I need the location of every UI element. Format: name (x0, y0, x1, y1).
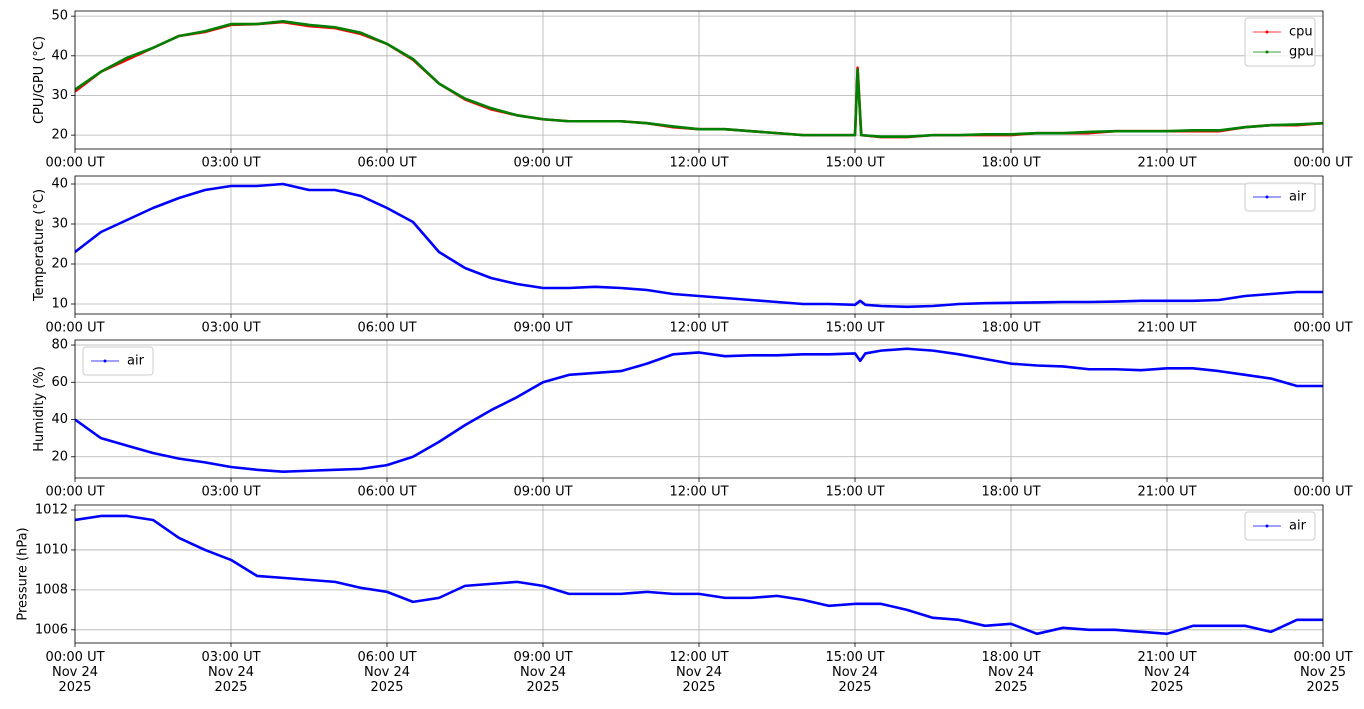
legend-label: gpu (1289, 45, 1314, 60)
x-tick-label: 03:00 UT (201, 321, 260, 336)
y-tick-label: 50 (51, 9, 68, 24)
x-tick-label: 21:00 UT Nov 24 2025 (1137, 650, 1196, 695)
x-tick-label: 06:00 UT (357, 485, 416, 500)
x-tick-label: 18:00 UT (981, 321, 1040, 336)
x-tick-label: 06:00 UT Nov 24 2025 (357, 650, 416, 695)
legend-marker (1265, 50, 1269, 54)
legend: air (1244, 182, 1316, 212)
legend-marker (1265, 195, 1269, 199)
y-tick-label: 60 (51, 375, 68, 390)
x-tick-label: 09:00 UT (513, 156, 572, 171)
x-tick-label: 09:00 UT (513, 321, 572, 336)
y-tick-label: 30 (51, 217, 68, 232)
axes-frame (74, 175, 1324, 315)
x-tick-label: 12:00 UT (669, 485, 728, 500)
x-tick-label: 03:00 UT (201, 485, 260, 500)
x-tick-label: 03:00 UT (201, 156, 260, 171)
x-tick-label: 15:00 UT Nov 24 2025 (825, 650, 884, 695)
series-line (75, 347, 1323, 473)
subplot: 00:00 UT 03:00 UT 06:00 UT 09:00 UT 12:00 UT… (32, 175, 1353, 336)
series-line (75, 20, 1323, 139)
series-line (75, 182, 1323, 309)
x-tick-label: 15:00 UT (825, 321, 884, 336)
x-tick-label: 21:00 UT (1137, 485, 1196, 500)
legend-marker (1265, 524, 1269, 528)
series-line (75, 514, 1323, 636)
x-tick-label: 03:00 UT Nov 24 2025 (201, 650, 260, 695)
x-tick-label: 00:00 UT (1293, 485, 1352, 500)
x-tick-label: 15:00 UT (825, 485, 884, 500)
x-tick-label: 09:00 UT (513, 485, 572, 500)
x-tick-label: 00:00 UT Nov 24 2025 (45, 650, 104, 695)
legend-label: air (1289, 519, 1307, 534)
x-tick-label: 00:00 UT (45, 321, 104, 336)
x-tick-label: 12:00 UT Nov 24 2025 (669, 650, 728, 695)
y-axis-label: Humidity (%) (32, 366, 47, 452)
y-tick-label: 1006 (35, 622, 68, 637)
x-tick-label: 12:00 UT (669, 321, 728, 336)
x-tick-label: 00:00 UT (1293, 321, 1352, 336)
legend-marker (1265, 30, 1269, 34)
y-axis-label: Temperature (°C) (32, 189, 47, 302)
legend-box (1244, 17, 1316, 67)
axes-frame (74, 10, 1324, 150)
legend: cpu gpu (1244, 17, 1316, 67)
y-tick-label: 20 (51, 449, 68, 464)
y-tick-label: 1008 (35, 582, 68, 597)
x-tick-label: 15:00 UT (825, 156, 884, 171)
y-tick-label: 10 (51, 297, 68, 312)
legend-label: cpu (1289, 25, 1313, 40)
x-tick-label: 06:00 UT (357, 321, 416, 336)
axes-frame (74, 339, 1324, 479)
x-tick-label: 00:00 UT (45, 156, 104, 171)
x-tick-label: 21:00 UT (1137, 321, 1196, 336)
y-axis-label: Pressure (hPa) (15, 527, 30, 620)
legend-label: air (127, 354, 145, 369)
y-tick-label: 1012 (35, 502, 68, 517)
y-tick-label: 80 (51, 338, 68, 353)
x-tick-label: 18:00 UT Nov 24 2025 (981, 650, 1040, 695)
y-axis-label: CPU/GPU (°C) (32, 36, 47, 124)
legend-label: air (1289, 190, 1307, 205)
y-tick-label: 30 (51, 88, 68, 103)
x-tick-label: 00:00 UT (1293, 156, 1352, 171)
axes-frame (74, 504, 1324, 644)
x-tick-label: 00:00 UT Nov 25 2025 (1293, 650, 1352, 695)
x-tick-label: 00:00 UT (45, 485, 104, 500)
y-tick-label: 1010 (35, 542, 68, 557)
subplot: 00:00 UT 03:00 UT 06:00 UT 09:00 UT 12:00 UT… (32, 338, 1353, 500)
y-tick-label: 20 (51, 257, 68, 272)
x-tick-label: 06:00 UT (357, 156, 416, 171)
y-tick-label: 40 (51, 412, 68, 427)
legend-marker (103, 359, 107, 363)
legend: air (1244, 511, 1316, 541)
x-tick-label: 18:00 UT (981, 156, 1040, 171)
x-tick-label: 21:00 UT (1137, 156, 1196, 171)
subplot: 00:00 UT Nov 24 2025 03:00 UT Nov 24 2025 06:0… (15, 502, 1352, 694)
y-tick-label: 40 (51, 177, 68, 192)
subplot: 00:00 UT 03:00 UT 06:00 UT 09:00 UT 12:00 UT… (32, 9, 1353, 171)
y-tick-label: 20 (51, 128, 68, 143)
x-tick-label: 18:00 UT (981, 485, 1040, 500)
y-tick-label: 40 (51, 48, 68, 63)
x-tick-label: 09:00 UT Nov 24 2025 (513, 650, 572, 695)
legend: air (82, 346, 154, 376)
x-tick-label: 12:00 UT (669, 156, 728, 171)
